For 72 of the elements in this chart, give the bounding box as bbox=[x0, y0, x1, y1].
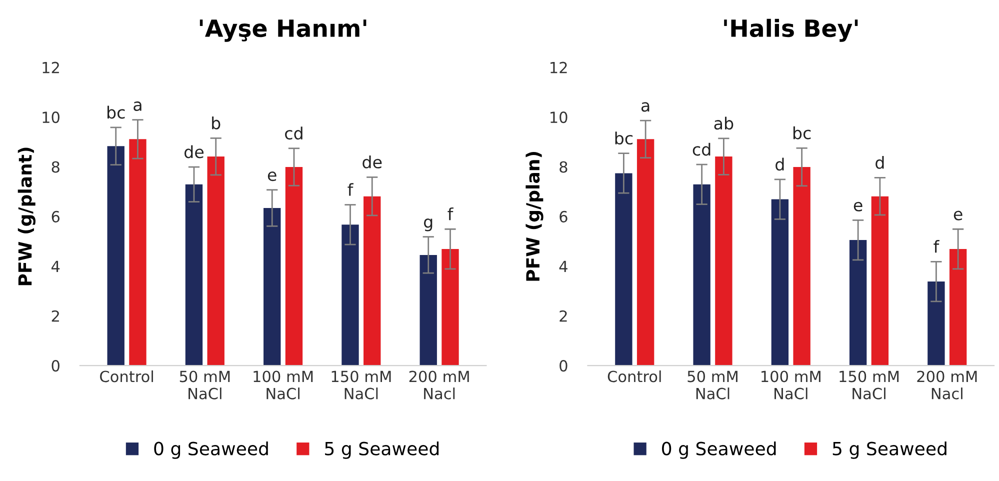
chart-title: 'Halis Bey' bbox=[724, 18, 858, 42]
annotation: ab bbox=[714, 116, 734, 130]
annotation: cd bbox=[285, 126, 302, 140]
bar bbox=[129, 139, 146, 366]
annotation: bc bbox=[793, 126, 811, 140]
legend-label: 5 g Seaweed bbox=[325, 441, 439, 459]
annotation: e bbox=[954, 210, 962, 220]
legend-label: 0 g Seaweed bbox=[662, 441, 776, 459]
chart-title: 'Ayşe Hanım' bbox=[200, 20, 366, 42]
bar bbox=[693, 184, 710, 366]
bar bbox=[771, 199, 789, 366]
x-tick-label: 150 mM NaCl bbox=[332, 370, 391, 400]
annotation: bc bbox=[108, 106, 125, 119]
legend-label: 0 g Seaweed bbox=[154, 441, 268, 459]
annotation: g bbox=[424, 218, 432, 232]
bar bbox=[871, 196, 889, 366]
annotation: f bbox=[348, 183, 354, 196]
y-tick-label: 2 bbox=[560, 310, 567, 322]
bar bbox=[949, 249, 967, 366]
y-tick-label: 0 bbox=[560, 360, 568, 372]
y-tick-label: 0 bbox=[52, 360, 60, 372]
annotation: e bbox=[268, 172, 276, 182]
x-tick-label: 100 mM NaCl bbox=[254, 370, 313, 400]
y-tick-label: 6 bbox=[52, 210, 60, 222]
bar bbox=[285, 166, 303, 366]
x-tick-label: Control bbox=[608, 370, 661, 382]
y-tick-label: 10 bbox=[550, 112, 568, 124]
annotation: d bbox=[876, 156, 884, 169]
x-tick-label: 200 mM Nacl bbox=[917, 370, 977, 400]
x-tick-label: 100 mM NaCl bbox=[762, 370, 820, 400]
y-tick-label: 12 bbox=[550, 62, 567, 74]
y-axis-title: PFW (g/plan) bbox=[526, 152, 544, 281]
y-tick-label: 10 bbox=[42, 112, 60, 124]
bar bbox=[715, 156, 732, 366]
y-axis-title: PFW (g/plant) bbox=[18, 148, 36, 286]
bar bbox=[928, 282, 945, 366]
annotation: de bbox=[184, 145, 204, 158]
bar bbox=[420, 254, 437, 366]
bar bbox=[207, 156, 224, 366]
legend-label: 5 g Seaweed bbox=[832, 441, 946, 459]
x-tick-label: Control bbox=[100, 370, 153, 382]
annotation: e bbox=[854, 202, 862, 212]
y-tick-label: 8 bbox=[560, 161, 568, 173]
annotation: a bbox=[134, 101, 142, 111]
bar bbox=[185, 184, 203, 366]
y-tick-label: 4 bbox=[52, 260, 60, 272]
annotation: b bbox=[212, 116, 220, 130]
annotation: f bbox=[448, 207, 454, 220]
y-tick-label: 12 bbox=[42, 62, 59, 74]
annotation: de bbox=[362, 156, 382, 168]
x-tick-label: 150 mM NaCl bbox=[840, 370, 899, 400]
x-tick-label: 50 mM NaCl bbox=[180, 370, 230, 400]
bar bbox=[636, 139, 654, 366]
bar bbox=[107, 146, 124, 366]
y-tick-label: 2 bbox=[52, 310, 59, 322]
x-tick-label: 50 mM NaCl bbox=[688, 370, 738, 400]
bar bbox=[342, 224, 359, 366]
bar bbox=[615, 173, 632, 366]
bar bbox=[442, 249, 459, 366]
bar bbox=[364, 196, 381, 366]
annotation: bc bbox=[615, 132, 633, 145]
annotation: d bbox=[776, 158, 784, 171]
bar bbox=[793, 166, 810, 366]
annotation: cd bbox=[692, 142, 710, 156]
x-tick-label: 200 mM Nacl bbox=[409, 370, 469, 400]
y-tick-label: 8 bbox=[52, 161, 60, 173]
annotation: a bbox=[641, 102, 650, 112]
y-tick-label: 6 bbox=[560, 210, 568, 222]
y-tick-label: 4 bbox=[559, 260, 568, 272]
annotation: f bbox=[934, 240, 940, 253]
bar bbox=[849, 240, 867, 366]
bar bbox=[264, 208, 281, 366]
